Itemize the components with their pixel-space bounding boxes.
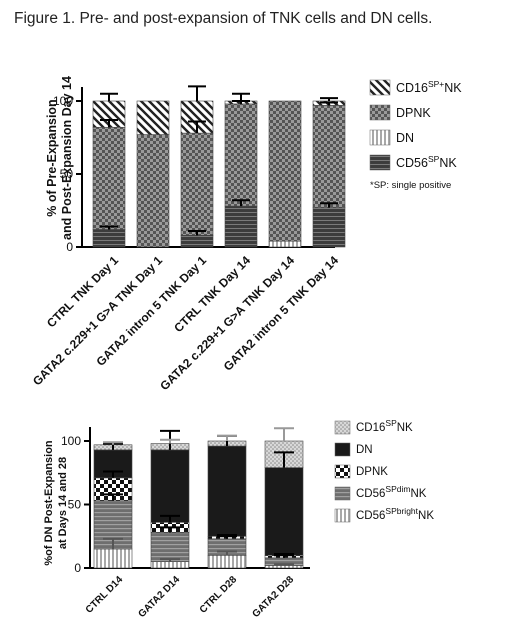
legend-swatch-dpnk bbox=[369, 104, 391, 121]
category-label: CTRL TNK Day 14 bbox=[171, 253, 253, 335]
category-label: CTRL D14 bbox=[84, 574, 126, 616]
y-tick-label: 50 bbox=[60, 167, 74, 181]
legend-note: *SP: single positive bbox=[370, 180, 451, 191]
legend-label-cd56dim: CD56SPdimNK bbox=[356, 484, 427, 500]
bar-segment-cd56bright bbox=[93, 548, 133, 569]
y-tick-label: 100 bbox=[61, 434, 81, 448]
chart-1-pre-post-expansion: 0 50 100% of Pre-Expansionand Post-Expansi… bbox=[30, 76, 462, 393]
bar-segment-dn bbox=[264, 467, 304, 556]
legend-swatch-dpnk bbox=[334, 464, 351, 479]
legend-label-cd16: CD16SP+NK bbox=[396, 79, 462, 95]
bar-segment-dpnk bbox=[268, 100, 302, 242]
bar-segment-cd56 bbox=[180, 235, 214, 248]
figure-title: Figure 1. Pre- and post-expansion of TNK… bbox=[14, 10, 433, 27]
legend-label-cd16: CD16SPNK bbox=[356, 418, 413, 434]
legend-swatch-cd56bright bbox=[334, 508, 351, 523]
bar-segment-dpnk bbox=[136, 134, 170, 248]
bar-segment-dn bbox=[150, 449, 190, 523]
bar-segment-dpnk bbox=[224, 103, 258, 207]
bar-segment-dpnk bbox=[92, 126, 126, 230]
bar-segment-cd56dim bbox=[150, 532, 190, 562]
category-label: CTRL TNK Day 1 bbox=[44, 253, 121, 330]
legend-label-dn: DN bbox=[396, 131, 414, 145]
legend-swatch-cd16 bbox=[334, 420, 351, 435]
bar-segment-cd56bright bbox=[207, 554, 247, 569]
category-label: GATA2 D14 bbox=[136, 574, 182, 620]
legend-label-cd56bright: CD56SPbrightNK bbox=[356, 506, 434, 522]
y-axis-label: % of Pre-Expansionand Post-Expansion Day… bbox=[45, 76, 74, 240]
bar-segment-cd56 bbox=[312, 207, 346, 248]
legend-swatch-dn bbox=[369, 129, 391, 146]
category-label: CTRL D28 bbox=[198, 574, 240, 616]
y-axis-label: %of DN Post-Expansion at Days 14 and 28 bbox=[43, 440, 69, 566]
legend-swatch-cd56 bbox=[369, 154, 391, 171]
bar-segment-dpnk bbox=[312, 105, 346, 208]
y-tick-label: 0 bbox=[66, 240, 73, 254]
category-label: GATA2 D28 bbox=[250, 574, 296, 620]
legend-swatch-cd56dim bbox=[334, 486, 351, 501]
y-tick-label: 50 bbox=[68, 498, 82, 512]
legend-swatch-dn bbox=[334, 442, 351, 457]
legend-swatch-cd16 bbox=[369, 79, 391, 96]
y-tick-label: 100 bbox=[53, 94, 73, 108]
chart-2-dn-post-expansion: 0 50 100%of DN Post-Expansion at Days 14 an… bbox=[43, 418, 434, 620]
bar-segment-cd16 bbox=[136, 100, 170, 135]
legend-label-cd56: CD56SPNK bbox=[396, 154, 457, 170]
bar-segment-dn bbox=[268, 240, 302, 248]
bar-segment-cd56 bbox=[224, 205, 258, 248]
bar-segment-cd56bright bbox=[150, 561, 190, 569]
bar-segment-dn bbox=[207, 445, 247, 537]
legend-label-dn: DN bbox=[356, 444, 373, 456]
legend-label-dpnk: DPNK bbox=[396, 106, 431, 120]
y-tick-label: 0 bbox=[74, 561, 81, 575]
bar-segment-dpnk bbox=[180, 132, 214, 236]
bar-segment-cd56 bbox=[92, 229, 126, 248]
bar-segment-cd56bright bbox=[264, 565, 304, 569]
legend-label-dpnk: DPNK bbox=[356, 466, 388, 478]
